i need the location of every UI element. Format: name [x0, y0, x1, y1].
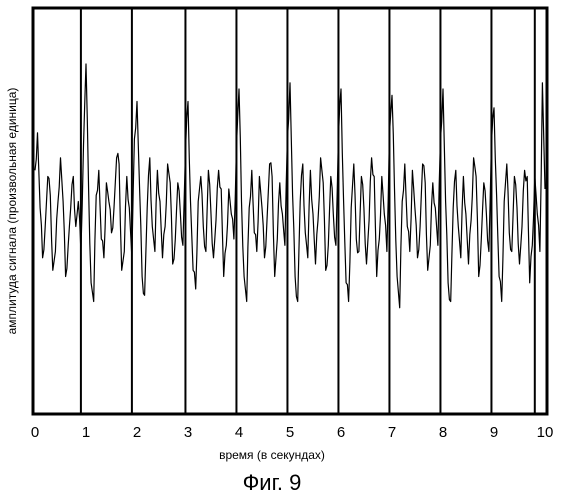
x-tick-label: 7 [388, 424, 396, 441]
x-tick-label: 9 [490, 424, 498, 441]
x-tick-label: 8 [439, 424, 447, 441]
x-tick-label: 0 [31, 424, 39, 441]
signal-series [35, 64, 545, 308]
x-tick-label: 6 [337, 424, 345, 441]
x-tick-label: 3 [184, 424, 192, 441]
figure-caption: Фиг. 9 [243, 470, 302, 495]
x-axis-label: время (в секундах) [219, 448, 325, 462]
x-tick-label: 4 [235, 424, 243, 441]
x-tick-label: 5 [286, 424, 294, 441]
signal-line [35, 64, 545, 308]
vertical-markers [81, 8, 535, 414]
y-axis-label: амплитуда сигнала (произвольная единица) [5, 88, 19, 335]
x-tick-label: 10 [537, 424, 554, 441]
x-tick-label: 2 [133, 424, 141, 441]
x-tick-label: 1 [82, 424, 90, 441]
x-tick-labels: 0 1 2 3 4 5 6 7 8 9 10 [31, 424, 554, 441]
